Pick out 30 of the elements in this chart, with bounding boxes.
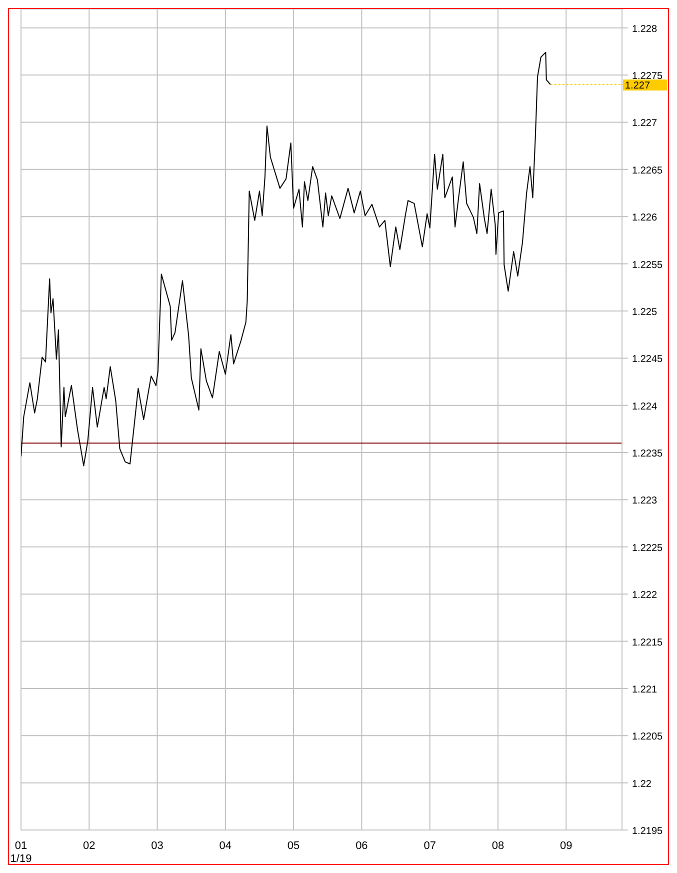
y-tick-label: 1.2225 (632, 542, 664, 554)
x-tick-label: 09 (560, 840, 572, 852)
x-tick-label: 02 (83, 840, 96, 852)
y-tick-label: 1.22 (632, 778, 652, 790)
y-tick-label: 1.224 (632, 401, 658, 412)
x-tick-label: 04 (219, 840, 232, 852)
y-tick-label: 1.226 (632, 212, 658, 224)
y-tick-label: 1.227 (632, 118, 658, 130)
y-tick-label: 1.222 (632, 590, 658, 602)
x-tick-label: 05 (287, 840, 300, 852)
y-tick-label: 1.2255 (632, 260, 664, 271)
y-tick-label: 1.223 (632, 496, 658, 507)
y-tick-label: 1.2205 (632, 732, 664, 743)
x-tick-label: 01 (14, 840, 28, 852)
x-tick-label: 08 (492, 840, 504, 852)
y-tick-label: 1.2245 (632, 354, 664, 366)
y-tick-label: 1.228 (632, 24, 658, 35)
y-tick-label: 1.2265 (632, 165, 664, 176)
annotation: 1.227 (625, 80, 650, 92)
x-tick-label: 03 (151, 840, 164, 852)
line-series (21, 52, 551, 466)
text: 1/19 (10, 853, 32, 865)
y-tick-label: 1.225 (632, 306, 658, 318)
y-tick-label: 1.2275 (632, 71, 664, 82)
y-tick-label: 1.2235 (632, 448, 664, 460)
y-tick-label: 1.221 (632, 684, 658, 696)
y-tick-label: 1.2195 (632, 826, 664, 837)
x-tick-label: 07 (424, 840, 436, 852)
x-tick-label: 06 (356, 840, 368, 852)
y-tick-label: 1.2215 (632, 637, 664, 648)
